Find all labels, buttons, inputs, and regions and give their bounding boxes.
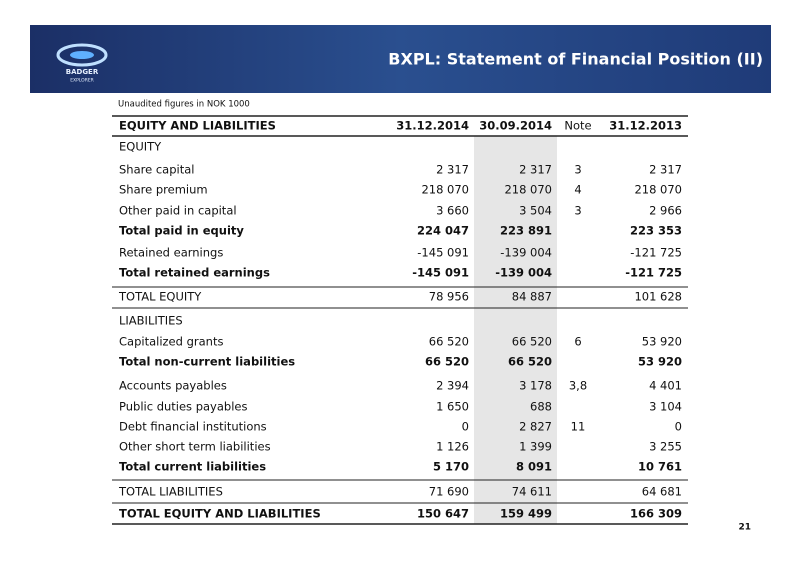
row-label: Public duties payables — [119, 400, 247, 414]
logo-mark-inner — [70, 51, 94, 59]
row-label: Accounts payables — [119, 379, 227, 393]
row-label: TOTAL LIABILITIES — [118, 485, 223, 499]
cell: 218 070 — [634, 183, 682, 197]
cell: 10 761 — [638, 460, 682, 474]
cell: 3,8 — [569, 379, 587, 393]
logo-name: BADGER — [66, 68, 99, 76]
row-label: Total non-current liabilities — [119, 355, 295, 369]
cell: 3 — [574, 163, 581, 177]
cell: 66 520 — [508, 355, 552, 369]
cell: 5 170 — [433, 460, 469, 474]
cell: 2 827 — [519, 420, 552, 434]
cell: -139 004 — [495, 266, 552, 280]
cell: 688 — [530, 400, 552, 414]
cell: 71 690 — [429, 485, 469, 499]
subtitle: Unaudited figures in NOK 1000 — [118, 100, 250, 110]
column-header: EQUITY AND LIABILITIES — [119, 119, 276, 133]
column-header: 30.09.2014 — [479, 119, 552, 133]
cell: 53 920 — [638, 355, 682, 369]
cell: 4 401 — [649, 379, 682, 393]
cell: 2 317 — [519, 163, 552, 177]
row-label: TOTAL EQUITY — [118, 290, 202, 304]
cell: 66 520 — [512, 335, 552, 349]
cell: 8 091 — [516, 460, 552, 474]
cell: 2 317 — [436, 163, 469, 177]
cell: 2 394 — [436, 379, 469, 393]
row-label: TOTAL EQUITY AND LIABILITIES — [119, 507, 321, 521]
cell: 223 891 — [500, 224, 552, 238]
cell: 3 104 — [649, 400, 682, 414]
cell: 2 966 — [649, 204, 682, 218]
cell: 159 499 — [500, 507, 552, 521]
row-label: LIABILITIES — [119, 314, 183, 328]
cell: 218 070 — [421, 183, 469, 197]
highlight-column — [474, 136, 557, 524]
row-label: Other paid in capital — [119, 204, 237, 218]
column-header: 31.12.2014 — [396, 119, 469, 133]
row-label: Share premium — [119, 183, 208, 197]
row-label: Retained earnings — [119, 246, 223, 260]
cell: 1 399 — [519, 440, 552, 454]
cell: -121 725 — [625, 266, 682, 280]
cell: 101 628 — [634, 290, 682, 304]
cell: 3 255 — [649, 440, 682, 454]
header-banner — [30, 25, 771, 93]
row-label: Share capital — [119, 163, 194, 177]
row-label: Total paid in equity — [119, 224, 244, 238]
row-label: Total retained earnings — [119, 266, 270, 280]
cell: 218 070 — [504, 183, 552, 197]
row-label: Debt financial institutions — [119, 420, 267, 434]
cell: 4 — [574, 183, 581, 197]
table: EQUITY AND LIABILITIES 31.12.2014 30.09.20… — [112, 115, 688, 525]
cell: 3 660 — [436, 204, 469, 218]
logo-sub: EXPLORER — [70, 78, 94, 84]
cell: 2 317 — [649, 163, 682, 177]
cell: 166 309 — [630, 507, 682, 521]
cell: 11 — [571, 420, 586, 434]
cell: 3 — [574, 204, 581, 218]
cell: -145 091 — [412, 266, 469, 280]
column-header: 31.12.2013 — [609, 119, 682, 133]
cell: 6 — [574, 335, 581, 349]
column-header: Note — [564, 119, 591, 133]
cell: -121 725 — [630, 246, 682, 260]
cell: 1 126 — [436, 440, 469, 454]
cell: 150 647 — [417, 507, 469, 521]
cell: 64 681 — [642, 485, 682, 499]
cell: 0 — [675, 420, 682, 434]
cell: 0 — [462, 420, 469, 434]
cell: 66 520 — [425, 355, 469, 369]
row-label: Other short term liabilities — [119, 440, 271, 454]
page-number: 21 — [738, 523, 751, 533]
cell: 3 178 — [519, 379, 552, 393]
row-label: Total current liabilities — [119, 460, 266, 474]
cell: 78 956 — [429, 290, 469, 304]
cell: 66 520 — [429, 335, 469, 349]
cell: 1 650 — [436, 400, 469, 414]
cell: 84 887 — [512, 290, 552, 304]
row-label: EQUITY — [119, 140, 162, 154]
cell: 53 920 — [642, 335, 682, 349]
cell: 223 353 — [630, 224, 682, 238]
slide-title: BXPL: Statement of Financial Position (I… — [388, 50, 763, 69]
logo-mark — [56, 43, 108, 67]
cell: 224 047 — [417, 224, 469, 238]
cell: 3 504 — [519, 204, 552, 218]
cell: -145 091 — [417, 246, 469, 260]
cell: -139 004 — [500, 246, 552, 260]
row-label: Capitalized grants — [119, 335, 223, 349]
cell: 74 611 — [512, 485, 552, 499]
